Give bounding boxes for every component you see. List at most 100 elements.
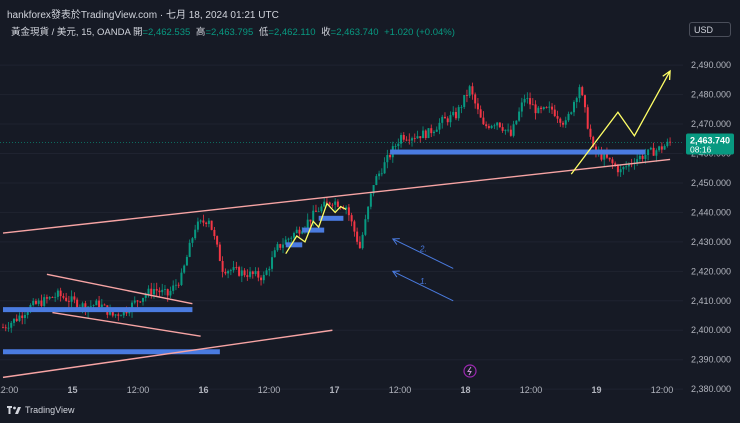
candle-body (150, 288, 153, 295)
candle-body (641, 155, 644, 159)
candle-body (336, 201, 339, 207)
candle-body (507, 129, 510, 131)
time-tick-label: 16 (198, 385, 208, 395)
candle-body (194, 229, 197, 239)
candle-body (386, 155, 389, 163)
candle-body (199, 220, 202, 222)
candle-body (534, 104, 537, 114)
annotations: 2. 1. (2, 69, 671, 379)
price-tick-label: 2,430.000 (691, 237, 731, 247)
candle-body (603, 153, 606, 160)
candle-body (23, 314, 26, 318)
arrow-head (391, 270, 400, 278)
candle-body (12, 318, 15, 323)
support-zone (3, 349, 220, 355)
price-tick-label: 2,410.000 (691, 296, 731, 306)
support-zone (285, 242, 303, 248)
candle-body (545, 107, 548, 108)
candle-body (361, 234, 364, 249)
candle-body (457, 107, 460, 119)
candle-body (405, 139, 408, 141)
candle-body (394, 146, 397, 147)
trendline (46, 273, 193, 305)
candle-body (185, 256, 188, 266)
candle-body (95, 300, 98, 306)
price-tick-label: 2,450.000 (691, 178, 731, 188)
candle-body (570, 112, 573, 114)
support-zone (390, 149, 646, 155)
lightning-bolt (467, 366, 472, 376)
candle-body (98, 300, 101, 307)
candle-body (380, 173, 383, 175)
candle-body (309, 219, 312, 222)
chart-grid (0, 64, 683, 390)
arrow-label: 2. (419, 245, 427, 254)
candle-body (625, 166, 628, 168)
price-tick-label: 2,390.000 (691, 355, 731, 365)
candle-body (177, 284, 180, 286)
close-label: 收 (321, 27, 331, 38)
candle-body (218, 244, 221, 261)
time-tick-label: 18 (460, 385, 470, 395)
candle-body (2, 327, 4, 329)
candle-body (59, 290, 62, 297)
time-tick-label: 12:00 (258, 385, 281, 395)
candle-body (262, 274, 265, 281)
candle-body (422, 130, 425, 139)
candle-body (180, 272, 183, 285)
candle-body (216, 236, 219, 245)
candle-body (504, 129, 507, 131)
candle-body (375, 176, 378, 185)
candle-body (273, 250, 276, 258)
candle-body (188, 242, 191, 257)
candle-body (32, 300, 35, 306)
candle-body (144, 294, 147, 298)
candle-body (443, 116, 446, 119)
candle-body (408, 139, 411, 141)
candle-body (114, 314, 117, 316)
candle-body (369, 193, 372, 207)
currency-selector[interactable]: USD (689, 22, 731, 37)
candle-body (142, 297, 145, 302)
candle-body (465, 95, 468, 96)
time-tick-label: 15 (67, 385, 77, 395)
candle-body (583, 95, 586, 108)
candle-body (452, 111, 455, 116)
candle-body (196, 221, 199, 230)
candle-body (564, 120, 567, 125)
candle-body (295, 229, 298, 233)
candle-body (608, 157, 611, 160)
candle-body (589, 128, 592, 137)
candle-body (254, 271, 257, 275)
candle-body (284, 239, 287, 245)
candle-body (312, 210, 315, 222)
candle-body (454, 111, 457, 119)
candle-body (567, 113, 570, 121)
candle-body (487, 126, 490, 128)
candle-body (325, 201, 328, 203)
candle-body (496, 122, 499, 126)
candle-body (45, 297, 48, 299)
candle-body (644, 154, 647, 159)
high-value: =2,463.795 (205, 27, 254, 38)
candle-body (117, 314, 120, 316)
candle-body (498, 122, 501, 128)
candle-body (292, 232, 295, 238)
candle-body (347, 207, 350, 216)
candle-body (109, 310, 112, 315)
candle-body (174, 284, 177, 286)
candle-body (26, 311, 29, 315)
candle-body (658, 146, 661, 151)
candle-body (92, 305, 95, 307)
candle-body (383, 162, 386, 174)
projection-path (570, 70, 671, 175)
candle-body (666, 141, 669, 147)
candle-body (100, 304, 103, 307)
close-value: =2,463.740 (330, 27, 379, 38)
support-zone (302, 227, 325, 233)
candle-body (147, 288, 150, 295)
candle-body (279, 244, 282, 248)
candle-body (435, 129, 438, 132)
time-tick-label: 12:00 (389, 385, 412, 395)
